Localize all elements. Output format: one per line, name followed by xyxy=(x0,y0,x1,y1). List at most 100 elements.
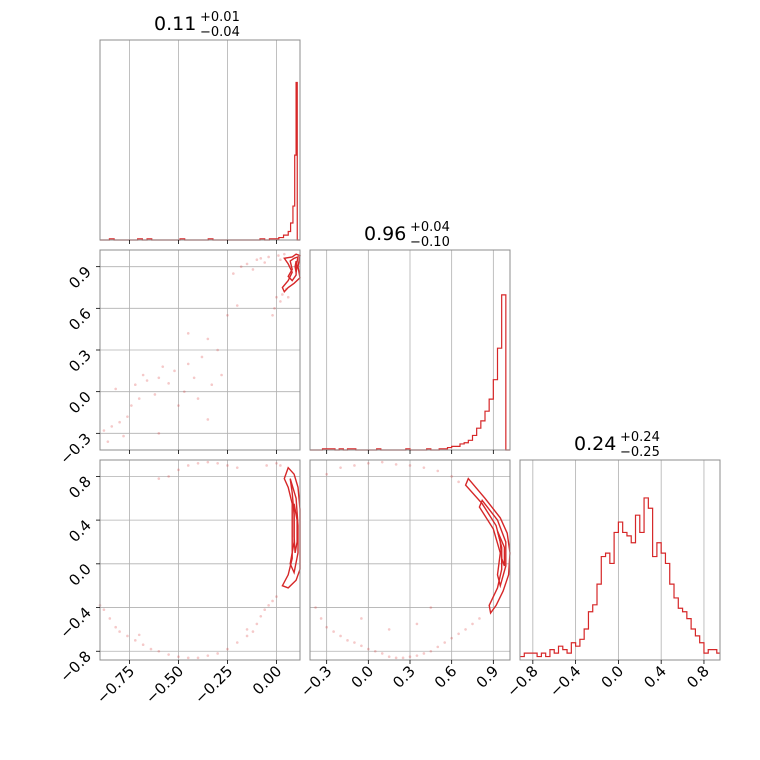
sample-point xyxy=(173,369,176,373)
histogram-title-plus: +0.24 xyxy=(620,430,660,445)
sample-point xyxy=(102,608,106,612)
sample-point xyxy=(279,258,282,262)
sample-point xyxy=(339,466,342,469)
sample-point xyxy=(422,466,426,469)
y-tick-label: 0.0 xyxy=(65,388,95,418)
sample-point xyxy=(206,418,210,421)
sample-point xyxy=(450,475,453,478)
sample-point xyxy=(267,255,270,259)
sample-point xyxy=(186,464,190,467)
sample-point xyxy=(137,633,141,637)
sample-point xyxy=(133,639,137,642)
x-tick-label: 0.0 xyxy=(348,662,378,692)
sample-point xyxy=(259,614,263,618)
histogram-title-value: 0.24 xyxy=(574,433,616,455)
density-contour xyxy=(287,255,299,282)
sample-point xyxy=(339,634,342,638)
hist-p1-panel: 0.11 +0.01−0.04 xyxy=(99,10,301,244)
sample-point xyxy=(275,295,278,299)
sample-point xyxy=(220,373,223,377)
sample-point xyxy=(429,649,433,653)
sample-point xyxy=(145,379,149,382)
y-tick-label: 0.8 xyxy=(65,472,95,502)
x-tick-label: 0.0 xyxy=(598,662,628,692)
sample-point xyxy=(387,655,391,659)
x-tick-label: −0.8 xyxy=(503,662,541,700)
sample-point xyxy=(367,647,370,651)
sample-point xyxy=(157,477,161,480)
sample-point xyxy=(106,440,110,443)
sample-point xyxy=(265,464,268,467)
y-tick-label: −0.3 xyxy=(56,429,94,467)
y-tick-label: −0.8 xyxy=(56,647,94,685)
sample-point xyxy=(206,337,210,341)
sample-point xyxy=(380,460,384,464)
sample-point xyxy=(167,653,170,656)
density-contour xyxy=(289,478,299,575)
sample-point xyxy=(436,469,440,473)
sample-point xyxy=(141,643,145,646)
scatter-p1-p2-panel: −0.3 0.0 0.3 0.6 0.9 xyxy=(56,249,301,468)
sample-point xyxy=(325,472,328,476)
sample-point xyxy=(210,383,214,387)
sample-point xyxy=(216,461,219,465)
sample-point xyxy=(153,393,157,396)
sample-point xyxy=(226,647,229,651)
sample-point xyxy=(281,293,284,296)
sample-point xyxy=(167,382,170,385)
sample-point xyxy=(196,397,200,400)
x-tick-label: 0.6 xyxy=(431,662,461,692)
sample-point xyxy=(360,644,363,648)
sample-point xyxy=(108,617,112,620)
sample-point xyxy=(110,425,114,428)
sample-point xyxy=(394,656,398,660)
density-contour xyxy=(478,499,507,589)
sample-point xyxy=(114,625,117,629)
sample-point xyxy=(478,617,481,620)
sample-point xyxy=(263,261,267,264)
sample-point xyxy=(255,622,259,626)
sample-point xyxy=(443,641,447,644)
sample-point xyxy=(314,606,317,609)
sample-point xyxy=(387,628,391,631)
sample-point xyxy=(346,639,349,642)
sample-point xyxy=(186,332,190,335)
sample-point xyxy=(200,355,204,359)
sample-point xyxy=(353,464,356,467)
sample-point xyxy=(226,313,229,317)
density-contour xyxy=(464,477,511,615)
sample-point xyxy=(245,262,249,266)
sample-point xyxy=(373,649,377,653)
sample-point xyxy=(380,652,384,655)
sample-point xyxy=(196,656,200,660)
sample-point xyxy=(367,461,370,465)
sample-point xyxy=(206,460,210,464)
x-tick-label: −0.3 xyxy=(297,662,335,700)
sample-point xyxy=(251,268,255,271)
sample-point xyxy=(232,272,235,275)
sample-point xyxy=(235,641,239,644)
sample-point xyxy=(118,630,121,633)
sample-point xyxy=(464,628,467,631)
y-tick-label: −0.4 xyxy=(56,604,94,642)
sample-point xyxy=(186,362,190,366)
sample-point xyxy=(263,608,267,612)
histogram-title-minus: −0.04 xyxy=(200,25,240,40)
sample-point xyxy=(149,647,153,651)
sample-point xyxy=(271,599,274,603)
sample-point xyxy=(436,645,440,649)
sample-point xyxy=(283,252,286,256)
sample-point xyxy=(118,420,121,424)
sample-point xyxy=(457,632,460,636)
sample-point xyxy=(457,480,460,484)
sample-point xyxy=(286,295,290,299)
sample-point xyxy=(183,390,186,393)
sample-point xyxy=(161,365,165,368)
sample-point xyxy=(126,634,129,638)
sample-point xyxy=(450,636,453,640)
sample-point xyxy=(157,432,161,435)
histogram-title-minus: −0.10 xyxy=(410,235,450,250)
y-tick-label: 0.9 xyxy=(65,263,95,293)
sample-point xyxy=(235,466,239,469)
